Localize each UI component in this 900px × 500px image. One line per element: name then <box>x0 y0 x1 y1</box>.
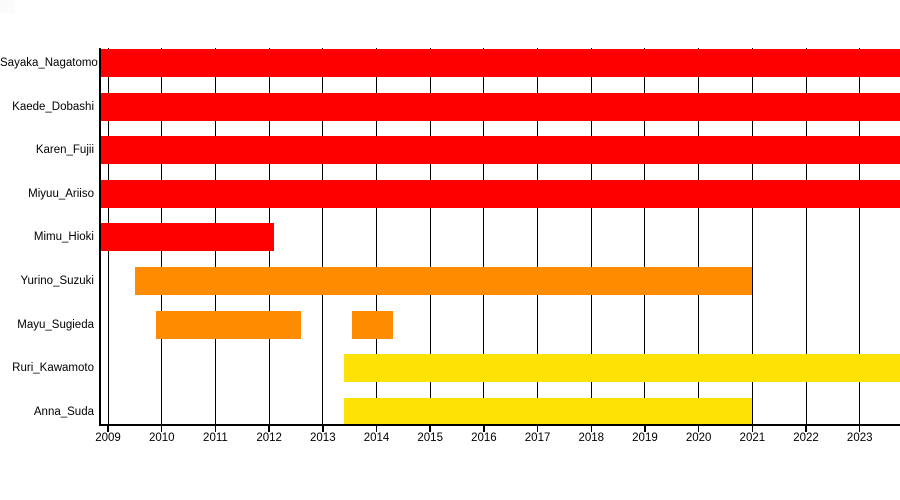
x-tick-2009 <box>107 425 109 432</box>
x-tick-label-2014: 2014 <box>363 432 390 444</box>
bar-segment-Miyuu_Ariiso <box>100 179 900 208</box>
x-gridline-2020 <box>698 48 700 425</box>
x-gridline-2016 <box>483 48 485 425</box>
x-tick-label-2019: 2019 <box>632 432 658 444</box>
x-gridline-2023 <box>859 48 861 425</box>
x-tick-label-2021: 2021 <box>739 432 766 444</box>
bar-segment-Kaede_Dobashi <box>100 92 900 121</box>
bar-segment-Mimu_Hioki <box>100 223 275 252</box>
x-tick-2011 <box>214 425 217 432</box>
x-tick-label-2017: 2017 <box>524 432 551 444</box>
x-tick-2021 <box>751 425 754 432</box>
x-tick-2015 <box>429 425 431 432</box>
x-tick-label-2015: 2015 <box>417 432 443 444</box>
x-tick-2022 <box>805 425 807 432</box>
x-tick-label-2016: 2016 <box>471 432 497 444</box>
x-tick-2023 <box>858 425 861 432</box>
x-tick-2014 <box>375 425 378 432</box>
x-tick-2017 <box>536 425 539 432</box>
x-gridline-2018 <box>590 48 592 425</box>
row-label-Ruri_Kawamoto: Ruri_Kawamoto <box>12 362 94 375</box>
bar-segment-Mayu_Sugieda <box>352 310 393 339</box>
x-tick-2019 <box>644 425 646 432</box>
x-tick-label-2013: 2013 <box>310 432 336 444</box>
x-gridline-2021 <box>751 48 753 425</box>
x-tick-label-2022: 2022 <box>793 432 819 444</box>
x-tick-label-2020: 2020 <box>685 432 712 444</box>
row-label-Anna_Suda: Anna_Suda <box>33 405 94 418</box>
y-axis-line <box>99 48 101 426</box>
bar-segment-Karen_Fujii <box>100 136 900 165</box>
x-tick-label-2018: 2018 <box>578 432 605 444</box>
x-tick-2012 <box>268 425 270 432</box>
row-label-Kaede_Dobashi: Kaede_Dobashi <box>12 100 94 113</box>
x-tick-2020 <box>697 425 700 432</box>
x-tick-label-2011: 2011 <box>203 432 228 444</box>
row-label-Mimu_Hioki: Mimu_Hioki <box>33 231 94 244</box>
x-tick-2013 <box>322 425 324 432</box>
x-gridline-2015 <box>429 48 431 425</box>
x-axis-line <box>99 424 900 426</box>
x-gridline-2019 <box>644 48 646 425</box>
bar-segment-Yurino_Suzuki <box>134 267 753 295</box>
bar-segment-Sayaka_Nagatomo <box>100 49 900 77</box>
x-tick-label-2023: 2023 <box>846 432 873 444</box>
bar-segment-Mayu_Sugieda <box>156 310 302 339</box>
bar-segment-Ruri_Kawamoto <box>344 354 900 383</box>
x-gridline-2013 <box>322 48 324 425</box>
x-tick-2010 <box>160 425 163 432</box>
row-label-Karen_Fujii: Karen_Fujii <box>35 144 94 157</box>
x-tick-label-2010: 2010 <box>148 432 175 444</box>
x-gridline-2017 <box>537 48 539 425</box>
x-gridline-2022 <box>805 48 807 425</box>
row-label-Yurino_Suzuki: Yurino_Suzuki <box>20 275 94 287</box>
row-label-Sayaka_Nagatomo: Sayaka_Nagatomo <box>0 57 98 69</box>
x-tick-label-2009: 2009 <box>95 432 121 444</box>
x-tick-2018 <box>590 425 593 432</box>
row-label-Mayu_Sugieda: Mayu_Sugieda <box>17 318 94 331</box>
x-tick-label-2012: 2012 <box>256 432 282 444</box>
corner-square-artifact <box>0 0 15 13</box>
x-gridline-2014 <box>376 48 377 425</box>
x-tick-2016 <box>483 425 485 432</box>
bar-segment-Anna_Suda <box>344 397 753 426</box>
row-label-Miyuu_Ariiso: Miyuu_Ariiso <box>28 187 94 200</box>
